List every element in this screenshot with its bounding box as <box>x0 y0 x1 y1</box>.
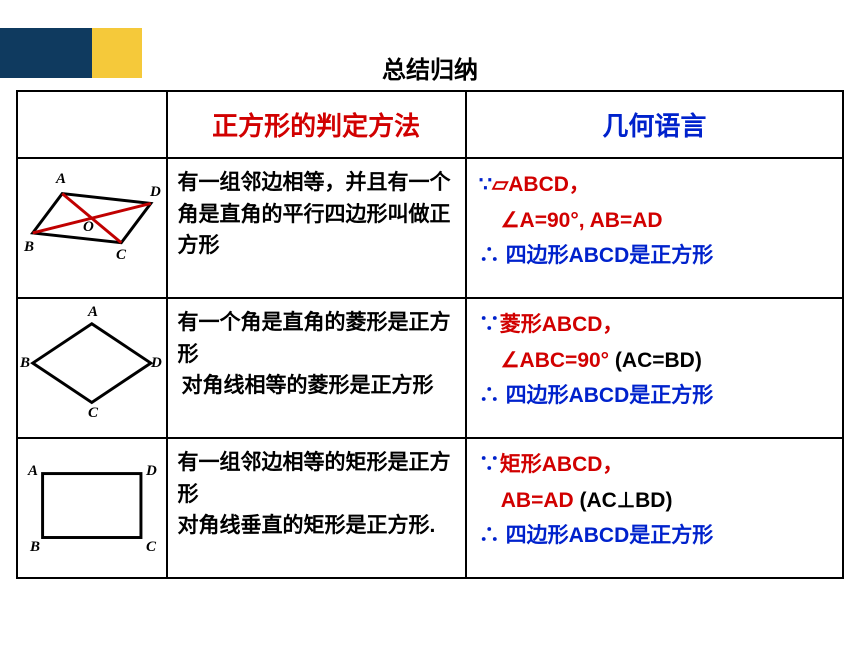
rectangle-svg <box>18 439 166 577</box>
cond-shape: ▱ABCD， <box>492 173 590 196</box>
method-line1: 有一个角是直角的菱形是正方形 <box>178 307 455 370</box>
label-B: B <box>20 355 30 372</box>
method-text: 有一组邻边相等的矩形是正方形 对角线垂直的矩形是正方形. <box>167 438 466 578</box>
summary-table: 正方形的判定方法 几何语言 A D B C O 有一组邻边相等，并且有一个角是直… <box>16 90 844 579</box>
lang-text: ∵▱ABCD， ∠A=90°, AB=AD ∴ 四边形ABCD是正方形 <box>466 158 843 298</box>
therefore: ∴ 四边形ABCD是正方形 <box>479 378 830 414</box>
label-A: A <box>88 304 98 321</box>
header-method: 正方形的判定方法 <box>167 91 466 158</box>
label-A: A <box>28 463 38 480</box>
cond-detail-b: (AC⊥BD) <box>580 489 673 512</box>
label-C: C <box>88 405 98 422</box>
therefore: ∴ 四边形ABCD是正方形 <box>479 238 830 274</box>
header-lang: 几何语言 <box>466 91 843 158</box>
cond-detail-a: ∠ABC=90° <box>501 349 609 372</box>
table-row: A D B C O 有一组邻边相等，并且有一个角是直角的平行四边形叫做正方形 ∵… <box>17 158 843 298</box>
header-diagram <box>17 91 167 158</box>
page-title: 总结归纳 <box>0 50 860 85</box>
diagram-parallelogram: A D B C O <box>17 158 167 298</box>
label-D: D <box>150 184 161 201</box>
label-C: C <box>146 539 156 556</box>
label-D: D <box>146 463 157 480</box>
therefore: ∴ 四边形ABCD是正方形 <box>479 518 830 554</box>
cond-detail-b: (AC=BD) <box>615 349 702 372</box>
table-header-row: 正方形的判定方法 几何语言 <box>17 91 843 158</box>
label-O: O <box>83 219 94 236</box>
cond-detail: ∠A=90°, AB=AD <box>479 203 830 239</box>
top-bar <box>0 0 860 28</box>
label-B: B <box>24 239 34 256</box>
because: ∵ <box>479 453 500 476</box>
cond-detail-a: AB=AD <box>501 489 574 512</box>
diagram-rectangle: A D B C <box>17 438 167 578</box>
label-A: A <box>56 171 66 188</box>
method-line2: 对角线垂直的矩形是正方形. <box>178 510 455 542</box>
table-row: A B C D 有一个角是直角的菱形是正方形 对角线相等的菱形是正方形 ∵菱形A… <box>17 298 843 438</box>
because: ∵ <box>479 173 492 196</box>
cond-shape: 矩形ABCD， <box>500 453 624 476</box>
method-text: 有一组邻边相等，并且有一个角是直角的平行四边形叫做正方形 <box>167 158 466 298</box>
method-line1: 有一组邻边相等的矩形是正方形 <box>178 447 455 510</box>
table-row: A D B C 有一组邻边相等的矩形是正方形 对角线垂直的矩形是正方形. ∵矩形… <box>17 438 843 578</box>
diagram-rhombus: A B C D <box>17 298 167 438</box>
label-D: D <box>151 355 162 372</box>
because: ∵ <box>479 313 500 336</box>
label-B: B <box>30 539 40 556</box>
lang-text: ∵矩形ABCD， AB=AD (AC⊥BD) ∴ 四边形ABCD是正方形 <box>466 438 843 578</box>
method-line2: 对角线相等的菱形是正方形 <box>178 370 455 402</box>
cond-shape: 菱形ABCD， <box>500 313 624 336</box>
label-C: C <box>116 247 126 264</box>
method-text: 有一个角是直角的菱形是正方形 对角线相等的菱形是正方形 <box>167 298 466 438</box>
lang-text: ∵菱形ABCD， ∠ABC=90° (AC=BD) ∴ 四边形ABCD是正方形 <box>466 298 843 438</box>
